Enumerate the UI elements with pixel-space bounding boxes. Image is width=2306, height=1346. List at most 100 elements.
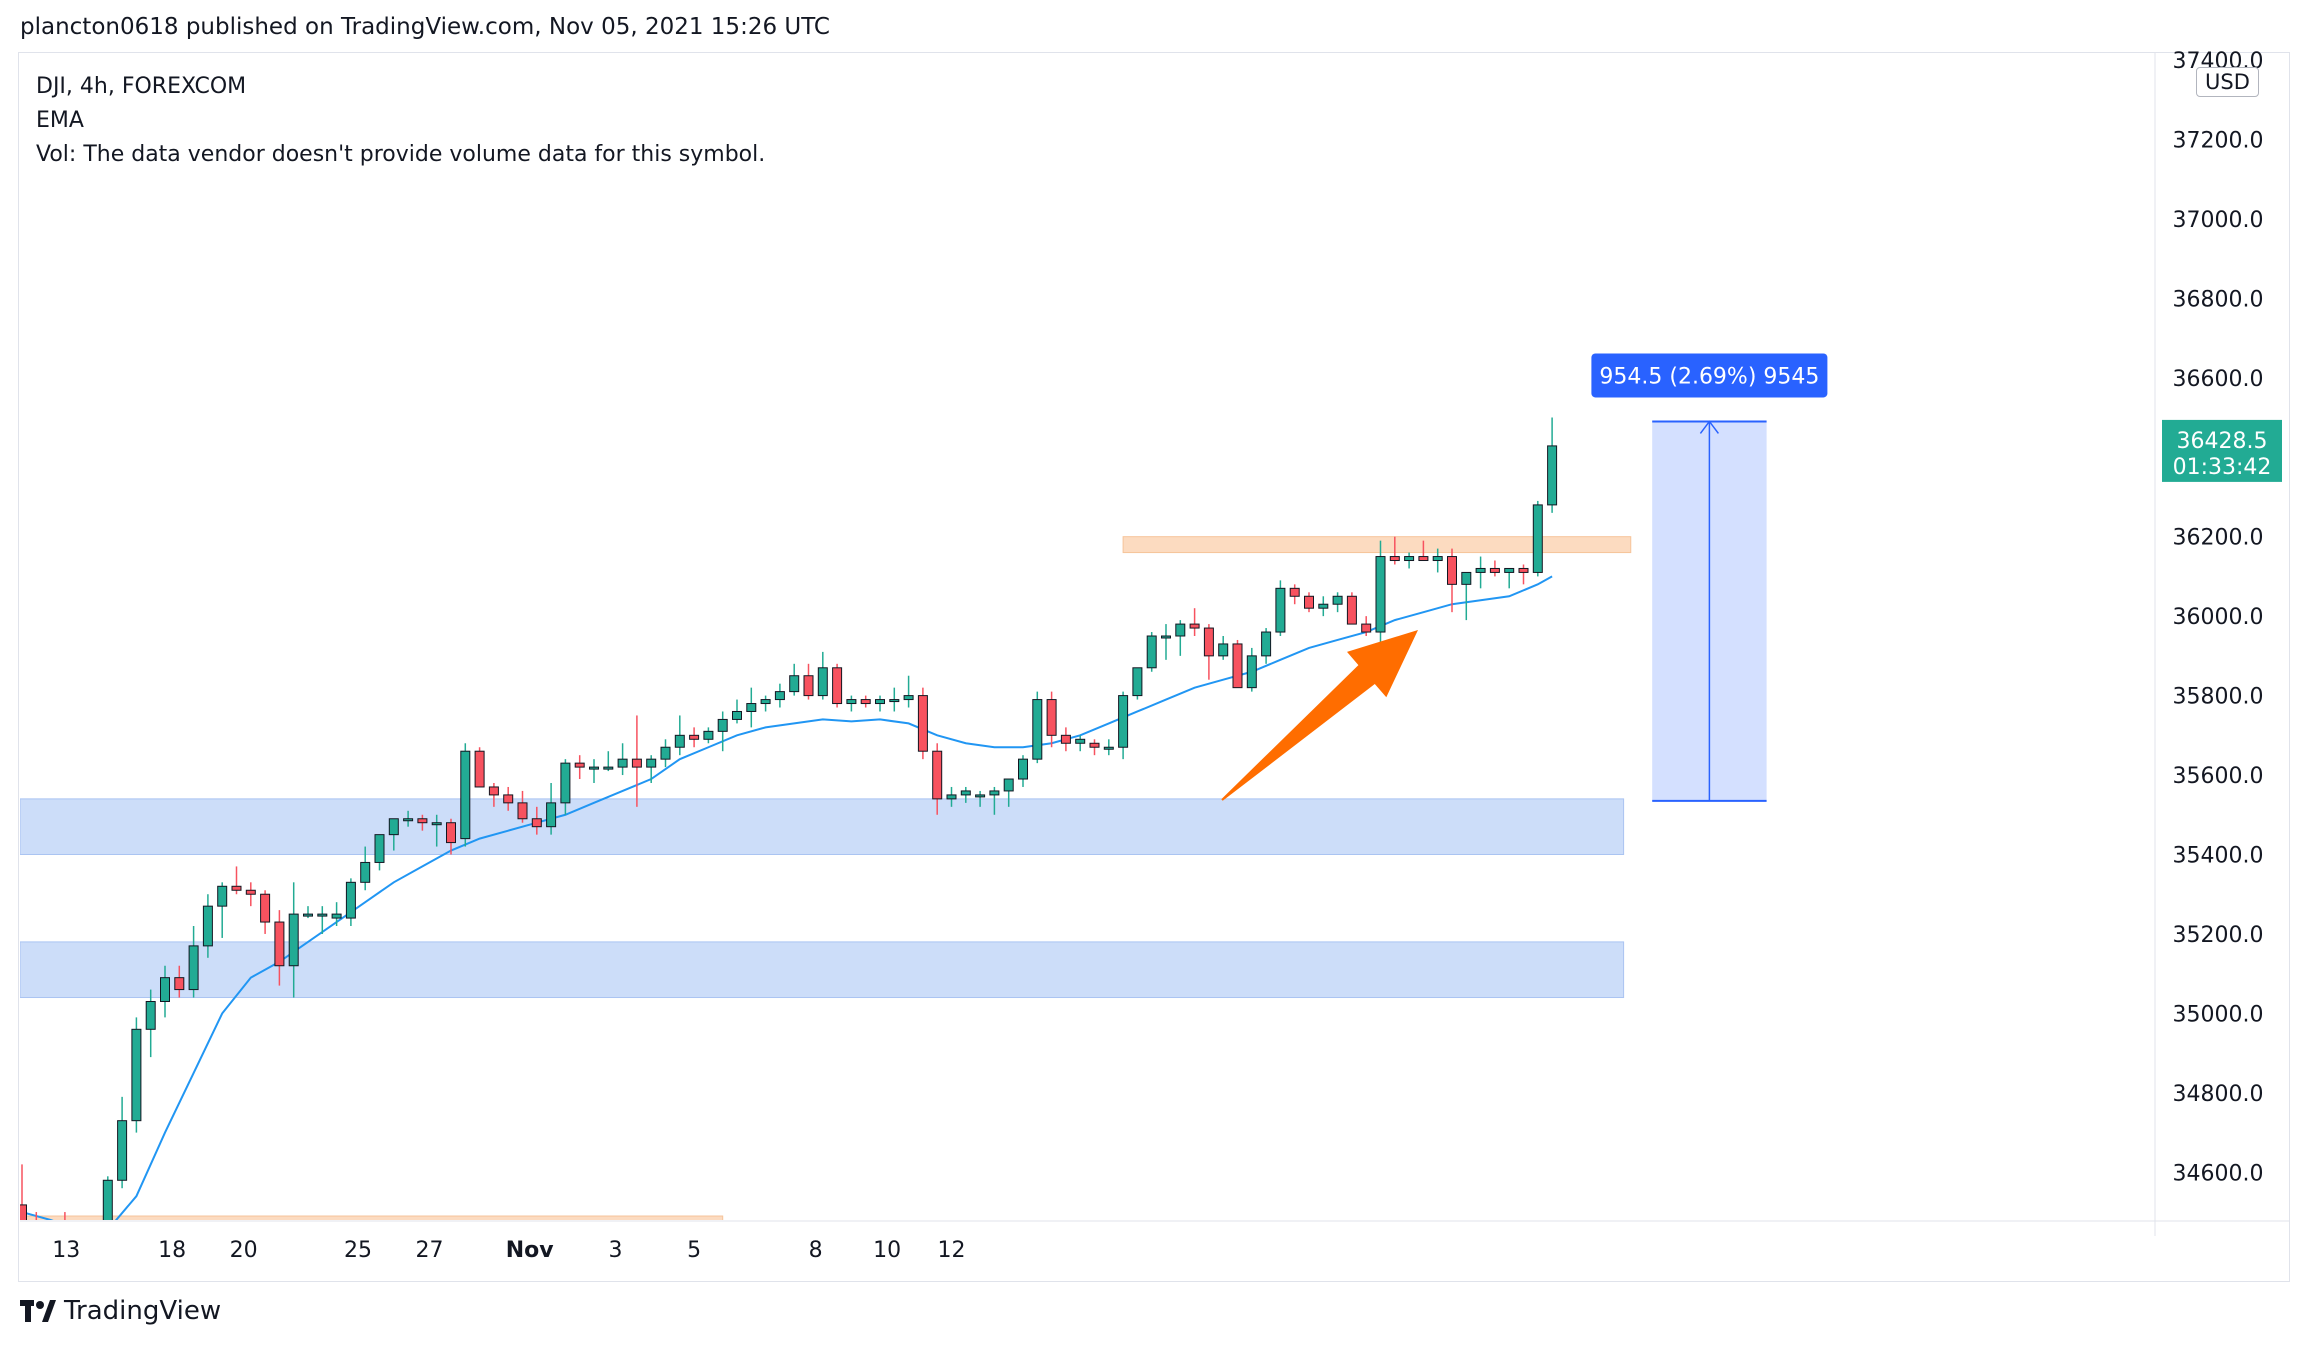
candle — [1547, 417, 1558, 513]
candle-body — [746, 703, 757, 712]
candle — [1404, 552, 1415, 569]
candle — [1246, 647, 1257, 692]
y-tick-label: 35800.0 — [2173, 685, 2264, 710]
candle-body — [574, 762, 585, 768]
candle — [546, 782, 557, 835]
chart-frame[interactable] — [18, 52, 2290, 1282]
candle — [1504, 567, 1515, 589]
candle — [64, 1212, 66, 1220]
candle — [245, 882, 256, 907]
candle — [446, 818, 456, 855]
candle-body — [32, 1224, 41, 1228]
y-tick-label: 34600.0 — [2173, 1161, 2264, 1186]
candle — [517, 790, 528, 823]
candle — [574, 755, 585, 780]
candle — [746, 687, 757, 728]
candle-body — [431, 822, 442, 826]
candle — [1003, 778, 1014, 807]
candle-body — [1075, 738, 1086, 744]
ema-indicator-label[interactable]: EMA — [36, 108, 84, 133]
last-price-countdown: 01:33:42 — [2173, 455, 2272, 480]
tradingview-logo[interactable]: TradingView — [20, 1296, 221, 1326]
candle — [1332, 592, 1343, 613]
candle — [331, 902, 342, 927]
last-price-tag — [2162, 419, 2282, 482]
candle-body — [660, 746, 671, 760]
candle-body — [1261, 631, 1272, 657]
candle-body — [1189, 623, 1200, 629]
x-tick-label: 27 — [416, 1238, 444, 1263]
candle-body — [674, 734, 685, 748]
y-tick-label: 36200.0 — [2173, 526, 2264, 551]
candle-body — [517, 802, 528, 820]
candle-body — [460, 750, 471, 840]
candle — [803, 663, 814, 700]
candle-body — [1361, 623, 1372, 633]
x-tick-label: 13 — [52, 1238, 80, 1263]
candle-body — [260, 893, 271, 923]
candle — [889, 687, 900, 712]
candle — [732, 699, 742, 724]
orange-arrow-drawing — [1221, 630, 1418, 801]
candle-body — [474, 750, 485, 788]
tradingview-logo-text: TradingView — [64, 1296, 222, 1326]
candle — [317, 906, 328, 934]
candle — [1389, 536, 1400, 565]
symbol-info[interactable]: DJI, 4h, FOREXCOM — [36, 74, 247, 99]
candle — [1447, 548, 1457, 613]
candle-body — [1504, 567, 1515, 573]
candle — [1275, 580, 1286, 636]
candle-body — [1103, 746, 1114, 750]
volume-note: Vol: The data vendor doesn't provide vol… — [36, 142, 766, 167]
candle — [160, 965, 170, 1018]
candle-body — [1332, 595, 1343, 605]
y-tick-label: 34800.0 — [2173, 1082, 2264, 1107]
candle-body — [531, 818, 542, 828]
candle-body — [989, 790, 1000, 796]
candle-body — [1389, 556, 1400, 562]
candle-body — [374, 834, 385, 863]
candle — [689, 727, 700, 748]
candle-body — [145, 1000, 156, 1030]
candle — [20, 1164, 27, 1220]
candle — [1318, 596, 1329, 617]
candle — [431, 814, 442, 847]
candle-body — [860, 699, 871, 705]
candle — [631, 715, 642, 807]
support-zone-0 — [20, 798, 1625, 856]
candle — [260, 890, 271, 934]
x-tick-label: 8 — [809, 1238, 823, 1263]
candle-body — [231, 885, 242, 891]
candle-body — [345, 881, 356, 919]
candle — [75, 1220, 84, 1236]
candle-body — [1060, 734, 1071, 744]
candle-body — [160, 977, 170, 1002]
x-tick-label: 5 — [687, 1238, 701, 1263]
candle — [860, 695, 871, 708]
candle — [231, 866, 242, 895]
candle-body — [317, 913, 328, 917]
candle-body — [1404, 556, 1415, 562]
candle — [1418, 540, 1429, 562]
candle — [174, 965, 185, 998]
candle-body — [217, 885, 228, 907]
candle-body — [1146, 635, 1157, 669]
currency-badge[interactable]: USD — [2196, 67, 2259, 97]
zones-layer — [20, 536, 1632, 1220]
candle-body — [1132, 667, 1143, 697]
candle — [1146, 632, 1157, 672]
candle — [1489, 560, 1500, 577]
candle — [1075, 735, 1086, 752]
candle-body — [1346, 595, 1357, 625]
resistance-zone-3 — [1122, 536, 1632, 554]
candle-body — [817, 667, 828, 697]
candle-body — [932, 750, 943, 800]
candle — [102, 1176, 113, 1220]
candle — [1018, 755, 1028, 787]
x-tick-label: 3 — [608, 1238, 622, 1263]
candle — [789, 663, 800, 696]
candle — [560, 759, 571, 815]
candle-body — [546, 802, 557, 828]
candle — [488, 782, 499, 807]
